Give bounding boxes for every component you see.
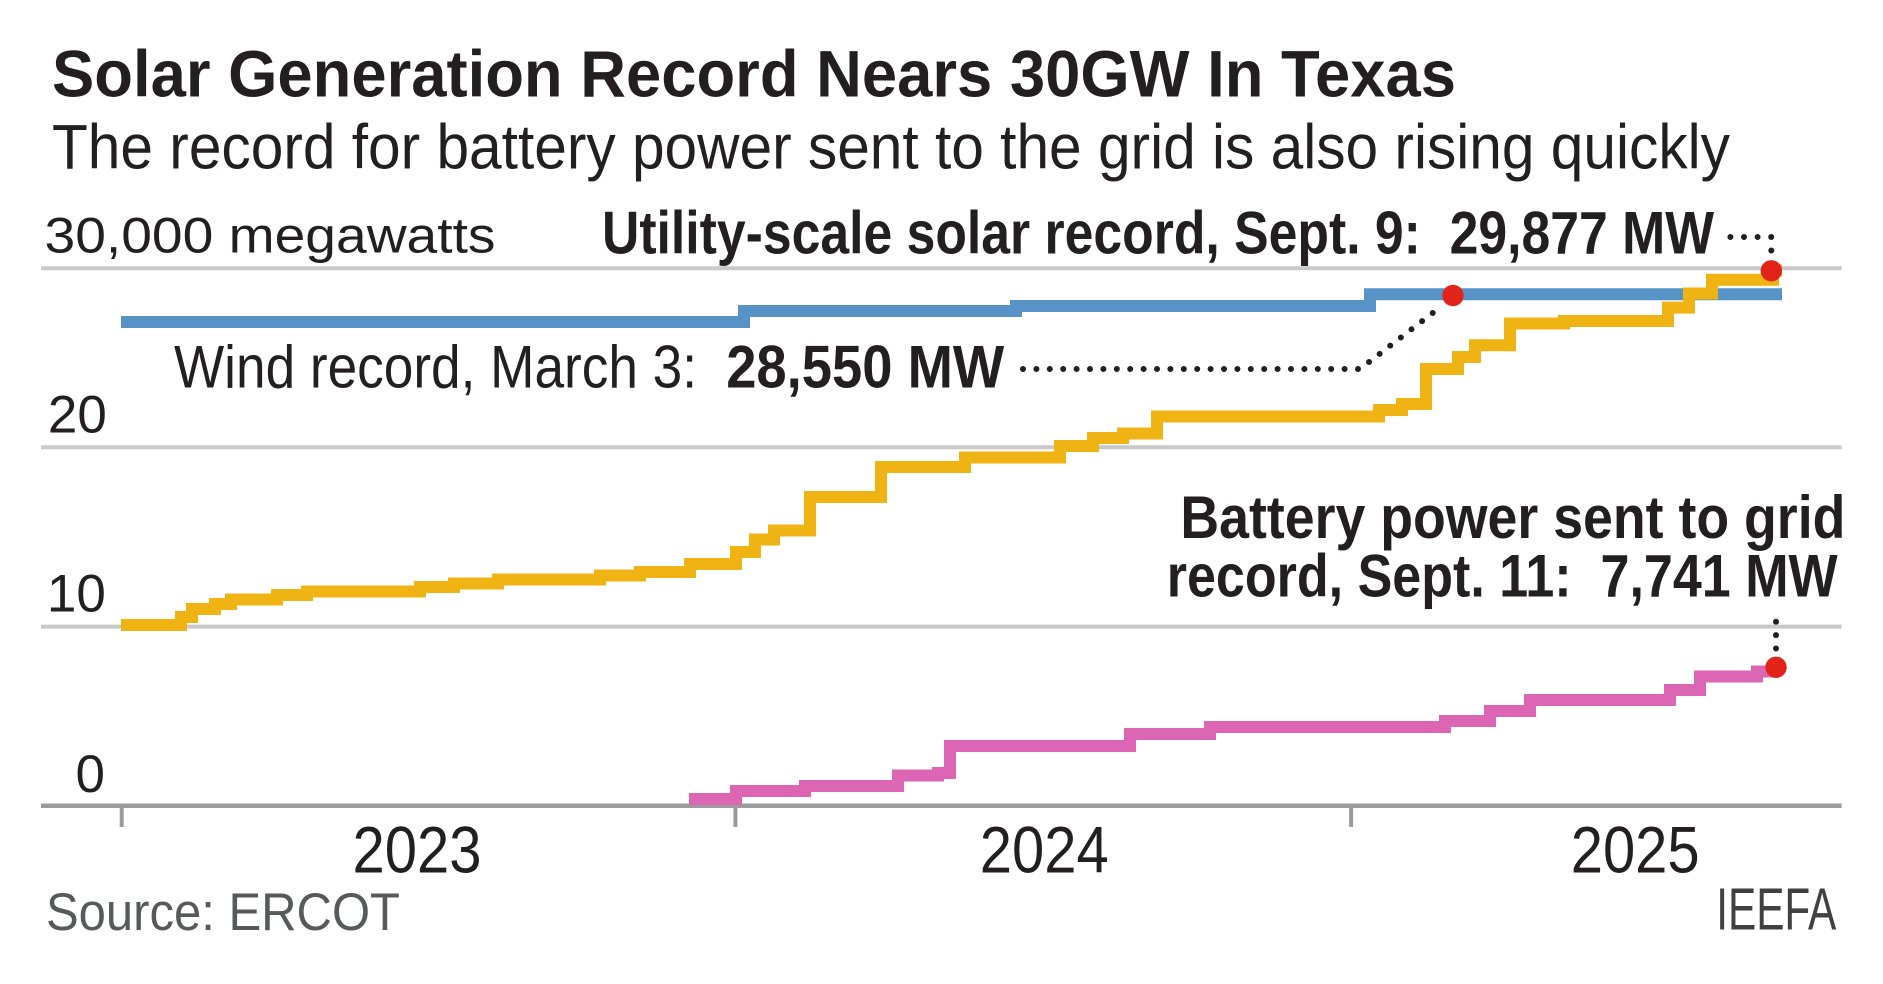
- svg-text:2025: 2025: [1571, 813, 1700, 887]
- svg-text:Source: ERCOT: Source: ERCOT: [46, 883, 400, 942]
- svg-text:record, Sept. 11: 7,741 MW: record, Sept. 11: 7,741 MW: [1167, 542, 1838, 609]
- svg-text:IEEFA: IEEFA: [1716, 877, 1836, 943]
- svg-text:Solar Generation Record Nears: Solar Generation Record Nears 30GW In Te…: [52, 37, 1456, 111]
- svg-text:The record for battery power s: The record for battery power sent to the…: [52, 113, 1730, 183]
- svg-text:Wind record, March 3:: Wind record, March 3:: [174, 334, 697, 401]
- svg-text:28,550 MW: 28,550 MW: [726, 334, 1004, 401]
- svg-text:Utility-scale solar record, Se: Utility-scale solar record, Sept. 9: 29,…: [602, 200, 1714, 267]
- svg-text:20: 20: [48, 386, 107, 445]
- svg-text:30,000 megawatts: 30,000 megawatts: [45, 208, 496, 264]
- svg-text:0: 0: [76, 745, 105, 804]
- svg-text:2023: 2023: [353, 813, 482, 887]
- svg-text:2024: 2024: [980, 813, 1109, 887]
- svg-text:10: 10: [47, 565, 106, 624]
- svg-text:Battery power sent to grid: Battery power sent to grid: [1180, 484, 1845, 551]
